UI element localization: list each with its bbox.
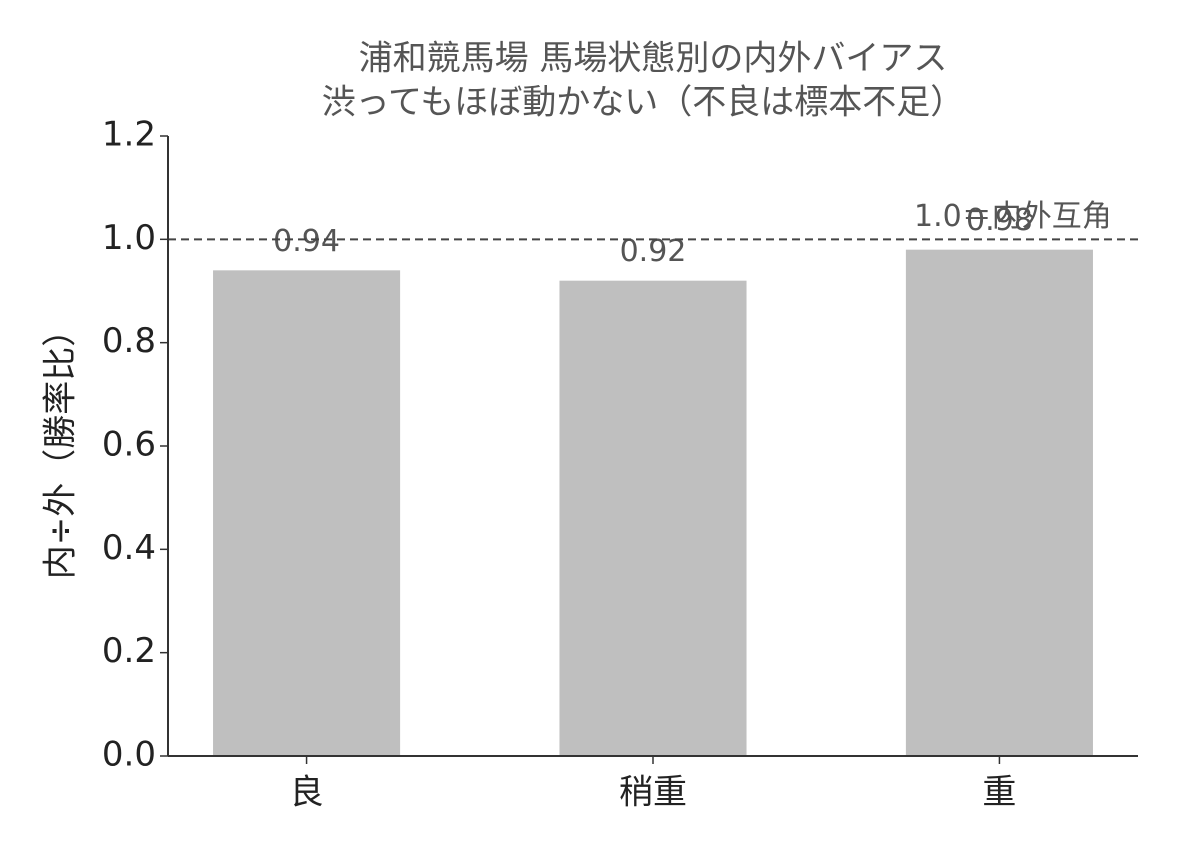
x-tick-label: 良: [290, 773, 324, 813]
bar: [213, 270, 401, 756]
y-tick-label: 0.6: [102, 425, 156, 465]
y-tick-label: 0.4: [102, 528, 156, 568]
y-tick-label: 0.8: [102, 321, 156, 361]
y-tick-label: 0.2: [102, 631, 156, 671]
value-label: 0.94: [273, 224, 340, 259]
value-label: 0.98: [966, 203, 1033, 238]
bar: [905, 249, 1093, 756]
y-tick-label: 1.2: [102, 115, 156, 155]
bar: [559, 280, 747, 756]
chart-subtitle: 渋ってもほぼ動かない（不良は標本不足）: [322, 83, 965, 123]
reference-label: 1.0＝内外互角: [914, 199, 1112, 234]
x-tick-label: 稍重: [619, 773, 687, 813]
y-tick-label: 1.0: [102, 218, 156, 258]
chart-title: 浦和競馬場 馬場状態別の内外バイアス: [359, 39, 948, 79]
x-tick-label: 重: [982, 773, 1016, 813]
y-axis-label: 内÷外（勝率比）: [41, 313, 81, 580]
y-tick-label: 0.0: [102, 735, 156, 775]
